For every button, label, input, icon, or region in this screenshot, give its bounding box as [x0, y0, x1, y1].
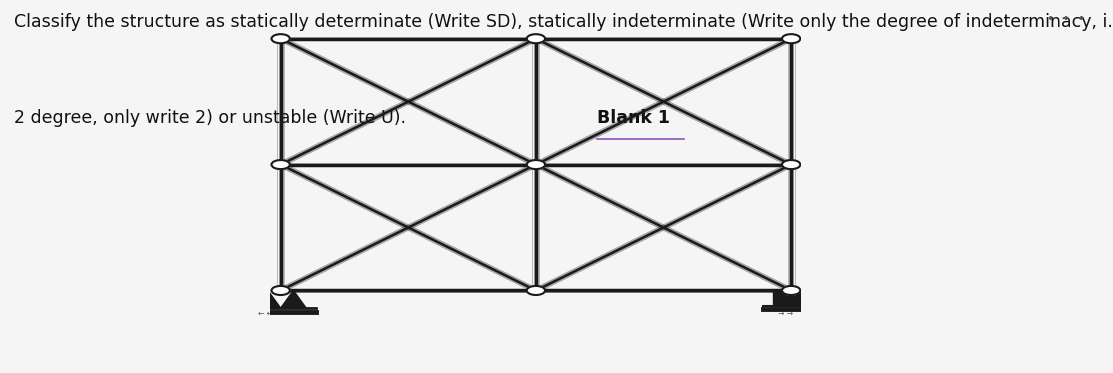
Text: Classify the structure as statically determinate (Write SD), statically indeterm: Classify the structure as statically det… [14, 13, 1113, 31]
Text: •  •  •: • • • [1047, 13, 1085, 26]
Circle shape [272, 286, 289, 295]
Polygon shape [280, 291, 306, 308]
Circle shape [782, 34, 800, 43]
Text: Blank 1: Blank 1 [597, 109, 670, 127]
Circle shape [782, 160, 800, 169]
Circle shape [526, 160, 545, 169]
Circle shape [272, 160, 289, 169]
Bar [774, 291, 809, 305]
Text: 2 degree, only write 2) or unstable (Write U).: 2 degree, only write 2) or unstable (Wri… [14, 109, 412, 127]
Circle shape [526, 34, 545, 43]
Circle shape [782, 286, 800, 295]
Text: ← ←: ← ← [258, 308, 273, 318]
Circle shape [272, 34, 289, 43]
Polygon shape [255, 291, 280, 308]
Circle shape [526, 286, 545, 295]
Text: → →: → → [778, 308, 794, 318]
